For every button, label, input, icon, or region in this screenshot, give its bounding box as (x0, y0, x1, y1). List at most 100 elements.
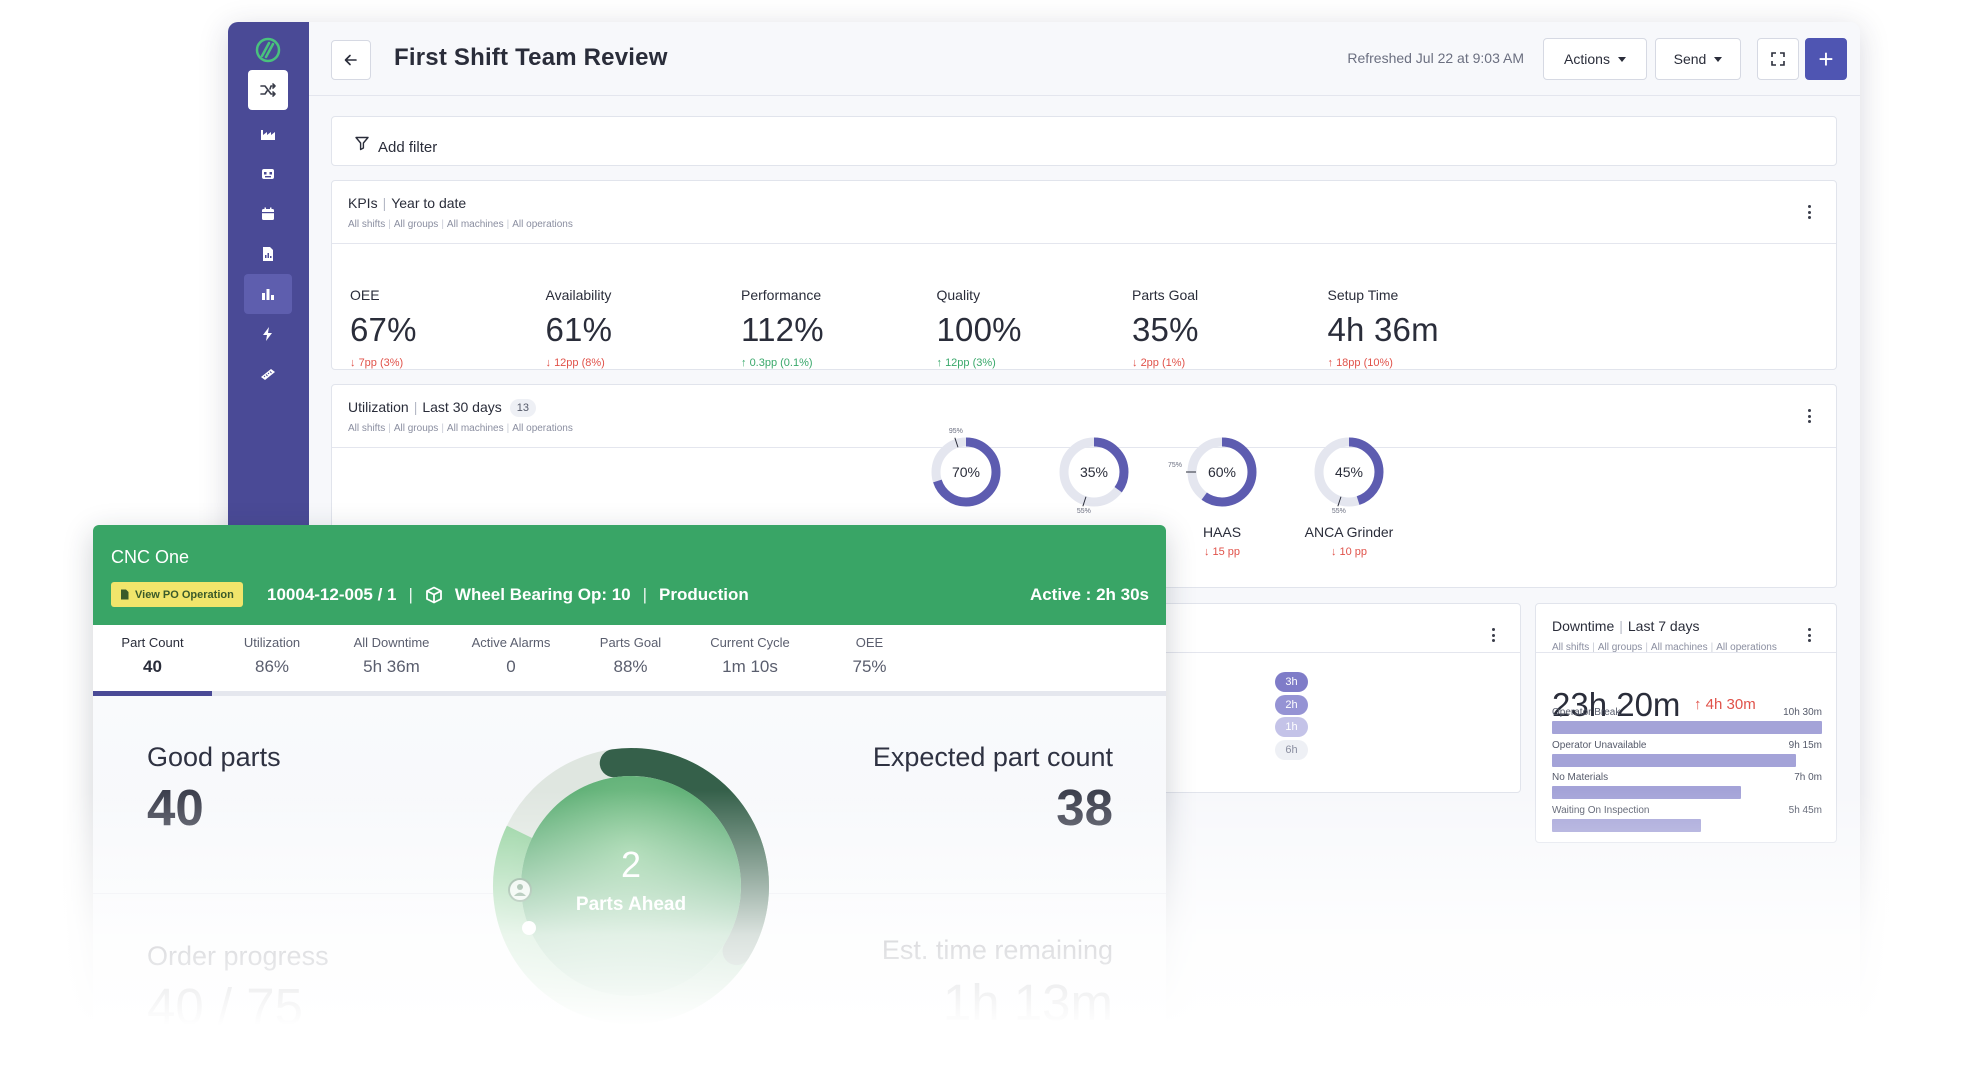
downtime-reason-label: Operator Break (1552, 707, 1621, 718)
factory-icon (261, 130, 275, 140)
actions-button[interactable]: Actions (1543, 38, 1647, 80)
kpi-delta-value: 12pp (8%) (554, 357, 605, 369)
utilization-menu-button[interactable] (1808, 409, 1812, 423)
machine-meta: 10004-12-005 / 1 | Wheel Bearing Op: 10 … (267, 582, 749, 607)
downtime-filters: All shifts | All groups | All machines | All o… (1552, 642, 1777, 653)
sidebar-item-calendar[interactable] (248, 194, 288, 234)
sidebar-item-shuffle[interactable] (248, 70, 288, 110)
stat-label: Current Cycle (710, 635, 790, 650)
downtime-reason-value: 5h 45m (1788, 804, 1822, 816)
kpi-value: 112% (741, 311, 824, 348)
report-icon (263, 247, 273, 261)
downtime-reason-label: No Materials (1552, 772, 1609, 783)
kpi-card-title: KPIs | Year to date (348, 195, 467, 211)
utilization-delta: ↓ 15 pp (1203, 546, 1241, 558)
sidebar-item-reports[interactable] (248, 234, 288, 274)
arrow-left-icon (344, 54, 357, 66)
stat-tab-parts-goal[interactable]: Parts Goal 88% (571, 635, 690, 677)
kpi-value: 35% (1132, 311, 1199, 348)
downtime-range: Last 7 days (1627, 618, 1700, 634)
kpi-range: Year to date (391, 195, 467, 211)
filter-tag: All machines (446, 423, 504, 434)
downtime-reason-label: Waiting On Inspection (1552, 804, 1650, 816)
send-button-label: Send (1673, 51, 1707, 67)
stat-tab-utilization[interactable]: Utilization 86% (213, 635, 332, 677)
sidebar-item-factory[interactable] (248, 114, 288, 154)
utilization-donut-anca-grinder[interactable]: 45% 55% ANCA Grinder ↓ 10 pp (1274, 434, 1424, 558)
trend-arrow-icon: ↑ (936, 357, 943, 369)
divider (1536, 652, 1836, 653)
stat-label: OEE (855, 635, 884, 650)
back-button[interactable] (331, 40, 371, 80)
downtime-reason-row[interactable]: Operator Unavailable 9h 15m (1552, 740, 1822, 780)
target-marker (1337, 496, 1342, 507)
kpi-oee: OEE 67% ↓ 7pp (3%) (350, 287, 550, 369)
utilization-donut-haas[interactable]: 60% 75% HAAS ↓ 15 pp (1147, 434, 1297, 558)
donut-value-arc (931, 437, 1001, 507)
filter-tag: All machines (1650, 642, 1708, 653)
sidebar-item-alerts[interactable] (248, 314, 288, 354)
stat-tab-oee[interactable]: OEE 75% (810, 635, 929, 677)
lightning-icon (263, 327, 272, 341)
machine-count-badge: 13 (509, 399, 536, 418)
actions-button-label: Actions (1564, 51, 1610, 67)
sidebar-item-robot[interactable] (248, 154, 288, 194)
view-po-operation-button[interactable]: View PO Operation (111, 582, 243, 607)
stat-tab-active-alarms[interactable]: Active Alarms 0 (452, 635, 571, 677)
kpi-quality: Quality 100% ↑ 12pp (3%) (937, 287, 1137, 369)
filter-tag: All operations (512, 423, 573, 434)
add-widget-button[interactable]: + (1805, 38, 1847, 80)
donut-chart: 60% (1186, 437, 1257, 507)
trend-arrow-icon: ↑ (741, 357, 747, 369)
kpi-value: 67% (350, 311, 417, 348)
utilization-range: Last 30 days (422, 399, 502, 415)
progress-handle[interactable] (522, 921, 536, 935)
downtime-reason-row[interactable]: Waiting On Inspection 5h 45m (1552, 805, 1822, 845)
kpi-delta-value: 18pp (10%) (1336, 357, 1393, 369)
trend-arrow-icon: ↑ (1327, 357, 1334, 369)
stat-tab-current-cycle[interactable]: Current Cycle 1m 10s (691, 635, 810, 677)
kpi-label: Performance (741, 287, 822, 303)
good-parts-value: 40 (147, 779, 204, 836)
est-time-remaining-label: Est. time remaining (881, 935, 1113, 965)
downtime-menu-button[interactable] (1808, 628, 1812, 642)
view-po-operation-label: View PO Operation (135, 588, 234, 601)
send-button[interactable]: Send (1655, 38, 1741, 80)
sidebar-item-analytics[interactable] (244, 274, 292, 314)
target-marker (1082, 496, 1087, 507)
stat-value: 5h 36m (363, 657, 420, 676)
downtime-total: 23h 20m (1552, 686, 1681, 723)
page-title: First Shift Team Review (394, 44, 668, 71)
parts-ahead-value: 2 (621, 844, 641, 885)
caret-down-icon (1617, 56, 1626, 62)
duration-pill: 6h (1275, 739, 1308, 760)
kpi-filters: All shifts | All groups | All machines | All o… (348, 219, 573, 230)
filter-bar[interactable]: Add filter (331, 116, 1837, 166)
kpi-delta: ↓ 7pp (3%) (350, 357, 550, 369)
divider (332, 243, 1836, 244)
kpi-availability: Availability 61% ↓ 12pp (8%) (546, 287, 746, 369)
kebab-icon (1808, 409, 1811, 412)
stat-tab-part-count[interactable]: Part Count 40 (93, 635, 212, 677)
shuffle-icon (260, 83, 276, 97)
kpi-menu-button[interactable] (1808, 205, 1812, 219)
dashboard-window: First Shift Team Review Refreshed Jul 22… (228, 22, 1860, 1082)
downtime-reason-value: 10h 30m (1783, 707, 1822, 718)
utilization-delta: ↓ 10 pp (1330, 546, 1368, 558)
box-icon (426, 586, 442, 603)
kpi-delta-value: 2pp (1%) (1140, 357, 1186, 369)
parts-ahead-gauge: 2 Parts Ahead (493, 747, 769, 1024)
stat-tab-all-downtime[interactable]: All Downtime 5h 36m (332, 635, 451, 677)
run-mode: Production (659, 584, 749, 604)
separator: | (642, 584, 648, 604)
kpi-delta-value: 0.3pp (0.1%) (749, 357, 813, 369)
sidebar-item-measure[interactable] (248, 354, 288, 394)
fullscreen-button[interactable] (1757, 38, 1799, 80)
downtime-reason-row[interactable]: Operator Break 10h 30m (1552, 707, 1822, 747)
hidden-card-menu-button[interactable] (1492, 628, 1496, 642)
downtime-delta: ↑ 4h 30m (1694, 696, 1756, 713)
filter-tag: All groups (393, 423, 439, 434)
downtime-reason-value: 7h 0m (1794, 772, 1822, 783)
donut-target-label: 55% (1076, 508, 1091, 516)
donut-chart: 45% (1314, 437, 1384, 507)
